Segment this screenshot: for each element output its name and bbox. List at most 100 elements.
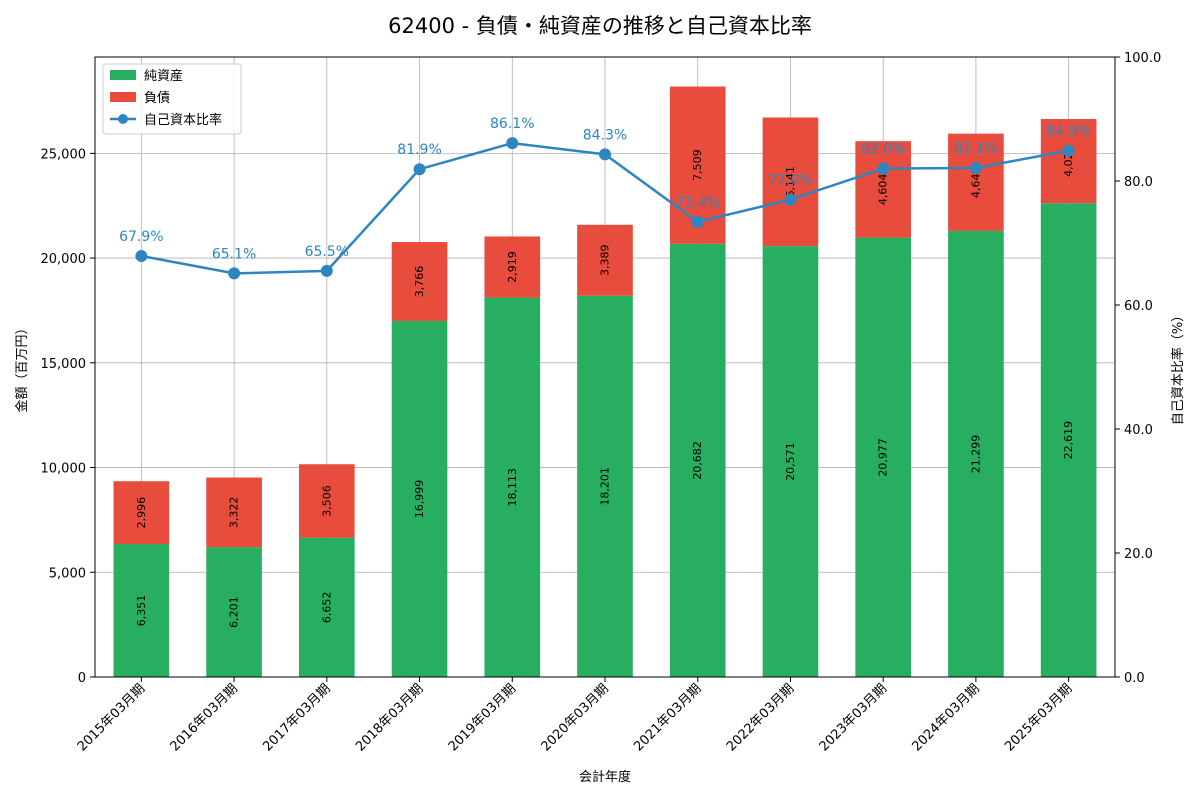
- equity-ratio-label: 81.9%: [397, 142, 441, 158]
- y2-tick-label: 20.0: [1124, 547, 1153, 562]
- net-assets-value-label: 22,619: [1062, 421, 1075, 460]
- ratio-line: 67.9% 65.1% 65.5% 81.9% 86.1% 84.3% 73.4% 77.0%…: [119, 116, 1091, 280]
- equity-ratio-label: 86.1%: [490, 116, 534, 132]
- net-assets-bar: [855, 237, 911, 678]
- x-tick-label: 2018年03月期: [353, 681, 426, 754]
- net-assets-value-label: 18,113: [506, 468, 519, 507]
- liabilities-value-label: 4,642: [969, 167, 982, 199]
- liabilities-value-label: 2,996: [135, 497, 148, 529]
- legend-label-equity-ratio: 自己資本比率: [144, 112, 222, 128]
- x-tick-label: 2015年03月期: [75, 681, 148, 754]
- equity-ratio-label: 82.0%: [861, 142, 905, 158]
- liabilities-value-label: 7,509: [691, 149, 704, 181]
- equity-ratio-point: [877, 162, 890, 175]
- plot-border: [94, 56, 1116, 678]
- legend-label-liabilities: 負債: [144, 91, 170, 106]
- net-assets-value-label: 20,682: [691, 441, 704, 480]
- net-assets-value-label: 6,351: [135, 595, 148, 627]
- equity-ratio-label: 65.1%: [212, 246, 256, 262]
- liabilities-bar: [206, 477, 262, 548]
- chart-title: 62400 - 負債・純資産の推移と自己資本比率: [388, 14, 812, 38]
- liabilities-value-label: 2,919: [506, 251, 519, 283]
- net-assets-bar: [299, 537, 355, 677]
- liabilities-bar: [577, 224, 633, 296]
- liabilities-value-label: 3,506: [320, 485, 333, 517]
- x-tick-label: 2025年03月期: [1002, 681, 1075, 754]
- equity-ratio-label: 84.9%: [1046, 124, 1090, 140]
- y2-tick-label: 0.0: [1124, 671, 1145, 686]
- liabilities-value-label: 3,389: [599, 245, 612, 277]
- liabilities-value-label: 6,141: [784, 166, 797, 198]
- y2-tick-label: 80.0: [1124, 175, 1153, 190]
- x-tick-label: 2016年03月期: [168, 681, 241, 754]
- equity-ratio-point: [228, 267, 241, 280]
- y-tick-label: 0: [78, 671, 86, 686]
- equity-ratio-point: [413, 163, 426, 176]
- net-assets-bar: [669, 243, 726, 677]
- y-tick-label: 10,000: [41, 462, 87, 477]
- y-tick-label: 25,000: [41, 147, 87, 162]
- equity-ratio-label: 77.0%: [768, 173, 812, 189]
- equity-ratio-label: 67.9%: [119, 229, 163, 245]
- net-assets-value-label: 20,977: [877, 438, 890, 477]
- liabilities-bar: [1040, 119, 1097, 204]
- liabilities-value-label: 3,322: [228, 497, 241, 529]
- net-assets-value-label: 18,201: [599, 467, 612, 506]
- equity-ratio-point: [320, 264, 333, 277]
- x-tick-label: 2023年03月期: [817, 681, 890, 754]
- x-tick-label: 2022年03月期: [724, 681, 797, 754]
- net-assets-bar: [391, 320, 448, 677]
- net-assets-value-label: 21,299: [969, 435, 982, 474]
- legend-label-net-assets: 純資産: [144, 68, 183, 84]
- equity-ratio-point: [135, 250, 148, 263]
- bars: [113, 86, 1097, 678]
- liabilities-value-label: 3,766: [413, 266, 426, 298]
- bar-labels: 6,351 2,996 6,201 3,322 6,652 3,506 16,999 3,76…: [135, 145, 1075, 627]
- net-assets-bar: [948, 230, 1004, 677]
- y2-tick-label: 40.0: [1124, 423, 1153, 438]
- equity-ratio-point: [784, 193, 797, 206]
- net-assets-bar: [762, 246, 819, 677]
- liabilities-bar: [762, 117, 819, 247]
- equity-ratio-label: 65.5%: [305, 244, 349, 260]
- y-tick-label: 15,000: [41, 357, 87, 372]
- equity-ratio-point: [1062, 144, 1075, 157]
- y2-tick-label: 60.0: [1124, 299, 1153, 314]
- net-assets-value-label: 6,652: [320, 592, 333, 624]
- liabilities-bar: [948, 133, 1004, 231]
- equity-ratio-point: [969, 161, 982, 174]
- x-tick-label: 2021年03月期: [631, 681, 704, 754]
- y-axis-title: 金額（百万円）: [14, 321, 30, 412]
- y2-axis-title: 自己資本比率（%）: [1170, 309, 1186, 425]
- net-assets-value-label: 20,571: [784, 442, 797, 481]
- legend-swatch-net-assets: [110, 70, 136, 80]
- equity-ratio-point: [599, 148, 611, 161]
- y-tick-label: 20,000: [41, 252, 87, 267]
- liabilities-value-label: 4,604: [877, 174, 890, 206]
- y2-tick-label: 100.0: [1124, 51, 1161, 66]
- net-assets-bar: [206, 547, 262, 677]
- legend-marker-equity-ratio: [118, 114, 128, 124]
- x-tick-label: 2024年03月期: [909, 681, 982, 754]
- net-assets-bar: [484, 297, 541, 677]
- equity-ratio-point: [691, 215, 704, 228]
- x-tick-label: 2017年03月期: [260, 681, 333, 754]
- x-axis-title: 会計年度: [579, 769, 631, 785]
- liabilities-bar: [299, 464, 355, 538]
- equity-ratio-point: [506, 137, 519, 150]
- liabilities-bar: [391, 242, 448, 321]
- equity-ratio-label: 82.1%: [954, 141, 998, 157]
- x-tick-label: 2019年03月期: [446, 681, 519, 754]
- legend-box: [102, 63, 242, 135]
- net-assets-value-label: 16,999: [413, 480, 426, 519]
- x-tick-label: 2020年03月期: [539, 681, 612, 754]
- equity-ratio-label: 84.3%: [583, 127, 627, 143]
- y-tick-label: 5,000: [49, 566, 86, 581]
- net-assets-bar: [1040, 203, 1097, 678]
- net-assets-bar: [113, 543, 170, 677]
- liabilities-bar: [484, 236, 541, 298]
- net-assets-bar: [577, 295, 633, 677]
- equity-ratio-label: 73.4%: [675, 195, 719, 211]
